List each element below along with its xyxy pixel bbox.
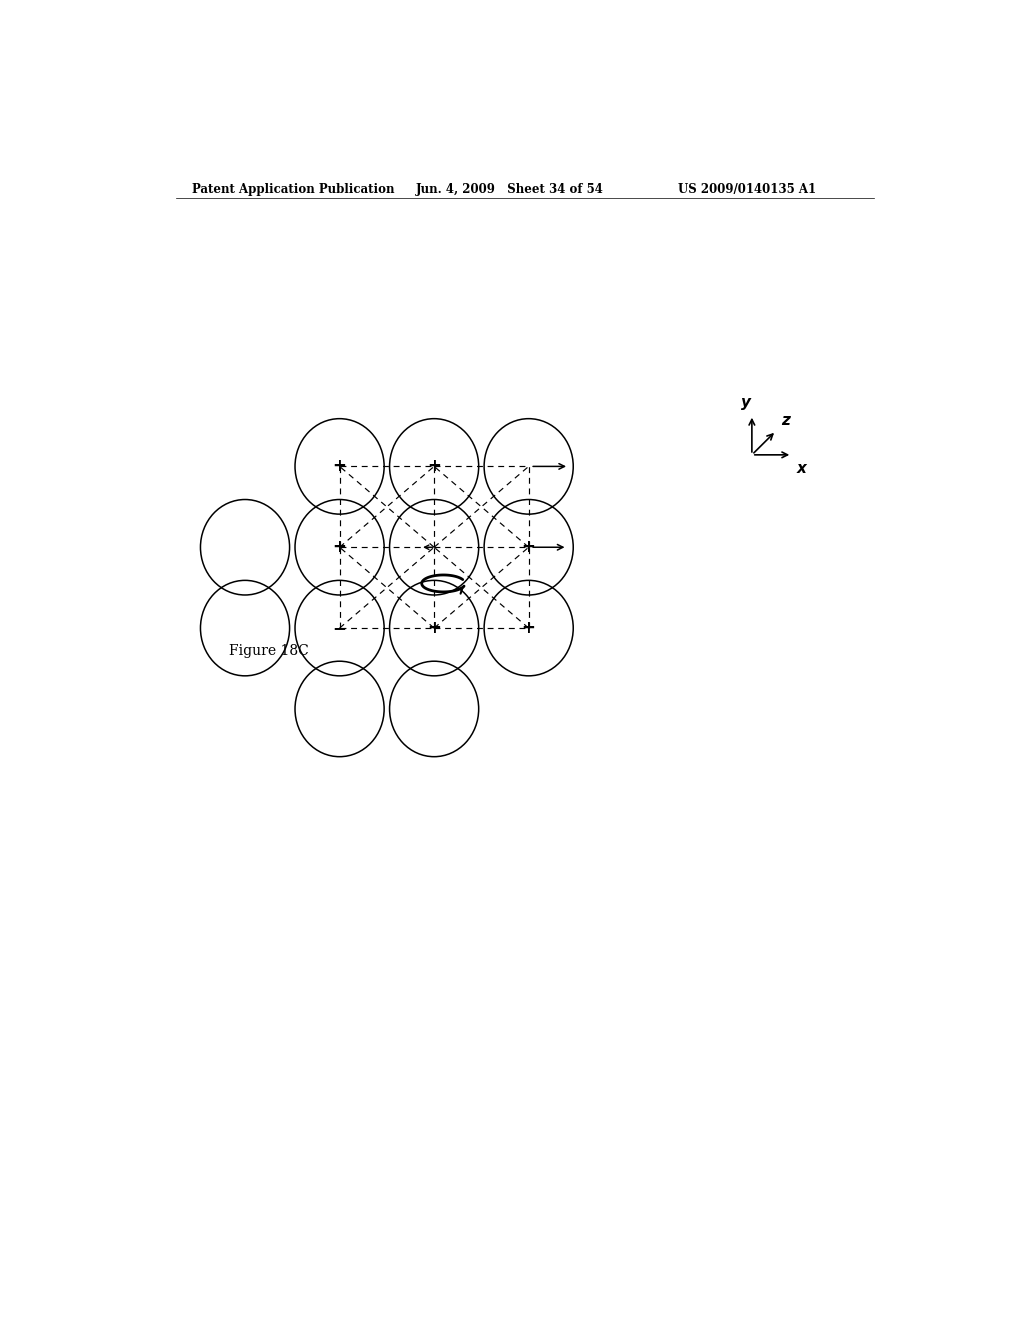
Text: +: +: [333, 539, 346, 556]
Text: −: −: [333, 619, 346, 638]
Text: +: +: [427, 458, 441, 475]
Text: Patent Application Publication: Patent Application Publication: [191, 183, 394, 197]
Text: +: +: [333, 458, 346, 475]
Text: US 2009/0140135 A1: US 2009/0140135 A1: [678, 183, 816, 197]
Text: z: z: [780, 413, 790, 428]
Text: Figure 18C: Figure 18C: [228, 644, 308, 657]
Text: y: y: [740, 395, 751, 411]
Text: +: +: [522, 539, 536, 556]
Text: +: +: [522, 619, 536, 638]
Text: +: +: [427, 619, 441, 638]
Text: x: x: [797, 461, 807, 477]
Text: Jun. 4, 2009   Sheet 34 of 54: Jun. 4, 2009 Sheet 34 of 54: [417, 183, 604, 197]
